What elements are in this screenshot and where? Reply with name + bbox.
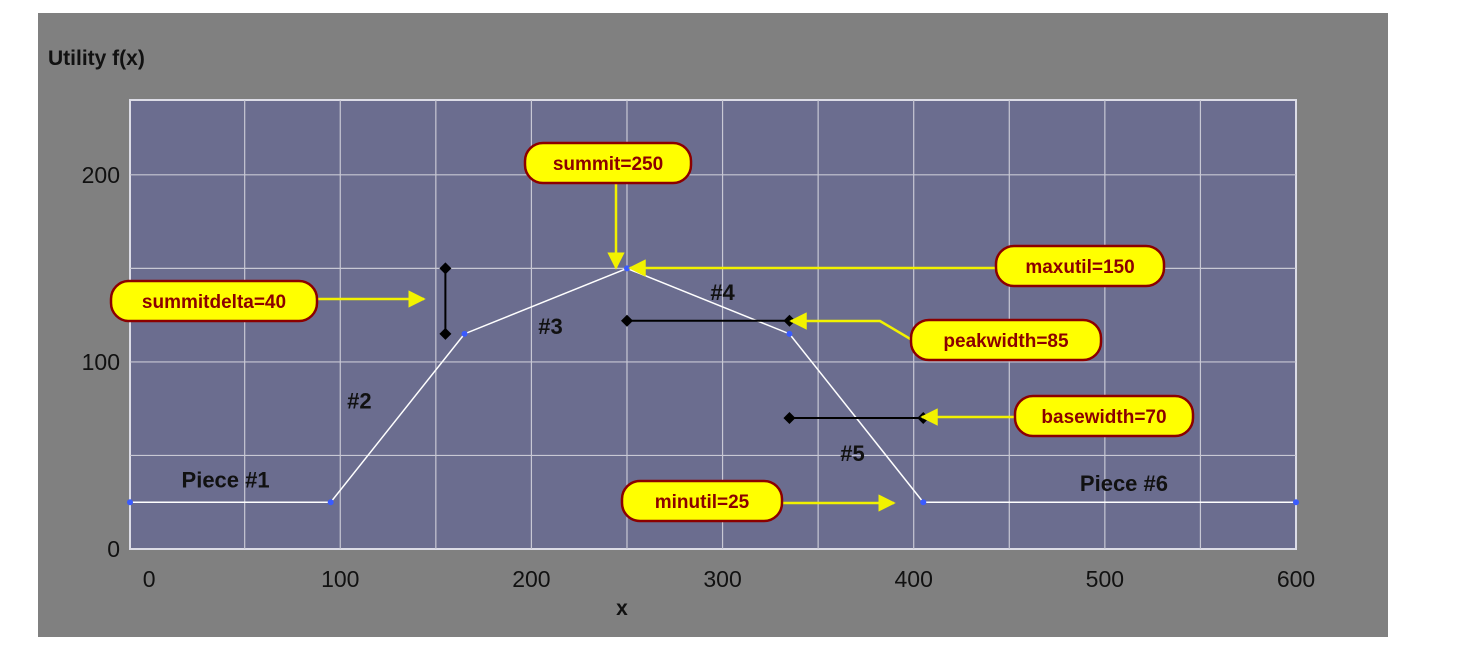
y-axis-label: Utility f(x) xyxy=(48,47,145,70)
data-point xyxy=(327,499,334,506)
data-point xyxy=(623,265,630,272)
axis-ticks: 0 100 200 300 400 500 600 0 100 200 xyxy=(82,162,1316,592)
callout-box xyxy=(109,279,319,323)
piece-label: #2 xyxy=(347,389,371,414)
piece-label: #4 xyxy=(710,280,735,305)
callout-maxutil: maxutil=150 xyxy=(628,244,1166,288)
data-point xyxy=(127,499,133,506)
utility-chart: Utility f(x) 0 100 200 300 400 500 6000100200 … xyxy=(48,47,1316,620)
dimension-markers xyxy=(439,262,930,425)
callout-box xyxy=(523,141,693,185)
data-point xyxy=(920,499,927,506)
callout-summitdelta: summitdelta=40 xyxy=(109,279,426,323)
piece-label: Piece #6 xyxy=(1080,471,1168,496)
x-tick-label: 300 xyxy=(703,566,741,592)
x-tick-label: 400 xyxy=(895,566,933,592)
series-layer xyxy=(127,265,1299,506)
callout-box xyxy=(1013,394,1195,438)
callout-text: peakwidth=85 xyxy=(943,331,1069,352)
callout-box xyxy=(909,318,1103,362)
data-point xyxy=(461,330,468,337)
callout-text: maxutil=150 xyxy=(1025,257,1134,278)
y-tick-label: 0 xyxy=(107,536,120,562)
callout-peakwidth: peakwidth=85 xyxy=(789,312,1103,362)
callout-box xyxy=(994,244,1166,288)
callout-box xyxy=(620,479,784,523)
callout-text: summitdelta=40 xyxy=(142,292,286,313)
callout-text: basewidth=70 xyxy=(1041,407,1166,428)
callout-summit: summit=250 xyxy=(523,141,693,270)
x-tick-label: 600 xyxy=(1277,566,1315,592)
x-tick-label: 100 xyxy=(321,566,359,592)
piece-label: #3 xyxy=(538,314,562,339)
callout-basewidth: basewidth=70 xyxy=(920,394,1195,438)
callout-minutil: minutil=25 xyxy=(620,479,896,523)
callout-arrow xyxy=(789,312,913,342)
y-tick-label: 200 xyxy=(82,162,120,188)
y-tick-label: 100 xyxy=(82,349,120,375)
piece-label: Piece #1 xyxy=(182,467,270,492)
x-tick-label: 500 xyxy=(1086,566,1124,592)
callout-text: summit=250 xyxy=(553,154,663,175)
callout-text: minutil=25 xyxy=(655,492,750,513)
piece-labels: Piece #1 #2 #3 #4 #5 Piece #6 xyxy=(182,280,1168,496)
data-point xyxy=(1293,499,1299,506)
x-tick-label: 200 xyxy=(512,566,550,592)
callouts: summit=250 maxutil=150 summitdelta=40 peakw… xyxy=(109,141,1195,523)
x-tick-label: 0 xyxy=(143,566,156,592)
piece-label: #5 xyxy=(840,441,864,466)
data-point xyxy=(786,330,793,337)
x-axis-label: x xyxy=(616,597,628,620)
chart-figure: Utility f(x) 0 100 200 300 400 500 600 0 100 200 … xyxy=(38,13,1388,637)
